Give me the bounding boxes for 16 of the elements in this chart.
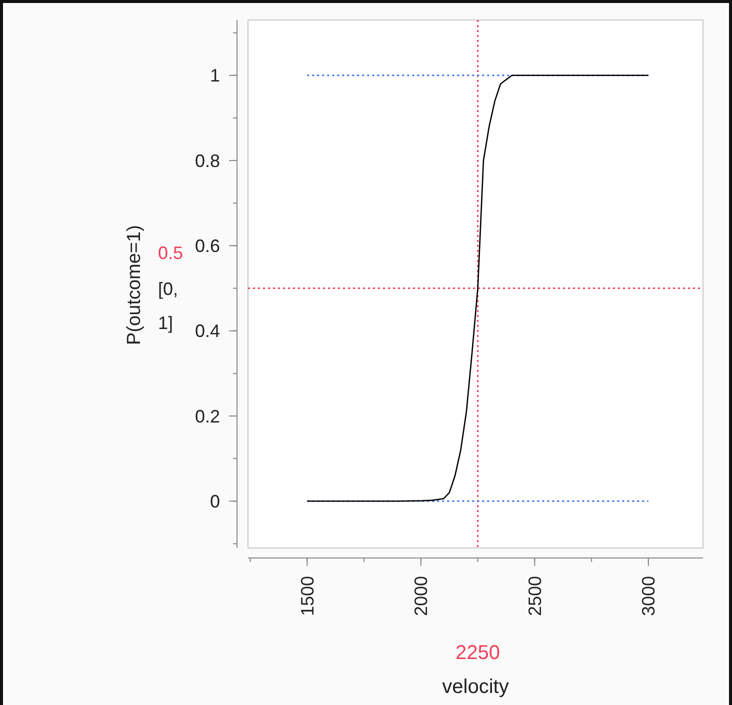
- x-tick-label: 1500: [297, 576, 318, 616]
- x-tick-label: 2000: [411, 576, 432, 616]
- x-axis-title: velocity: [442, 676, 509, 698]
- line-series: [306, 74, 650, 502]
- y-tick-label: 0.8: [194, 150, 220, 171]
- ref-line-label: 0.5: [158, 243, 184, 263]
- y-tick-label: 0.4: [194, 321, 220, 342]
- y-axis-title: P(outcome=1): [124, 225, 145, 345]
- x-tick-label: 3000: [638, 576, 659, 616]
- y-tick-label: 0: [210, 491, 220, 512]
- ref-line-label: 2250: [456, 642, 500, 664]
- x-tick-label: 2500: [524, 576, 545, 616]
- y-tick-label: 0.6: [194, 236, 220, 256]
- y-tick-label: 1: [210, 66, 220, 86]
- y-tick-label: 0.2: [194, 406, 220, 426]
- text: [0, 1]: [158, 279, 178, 333]
